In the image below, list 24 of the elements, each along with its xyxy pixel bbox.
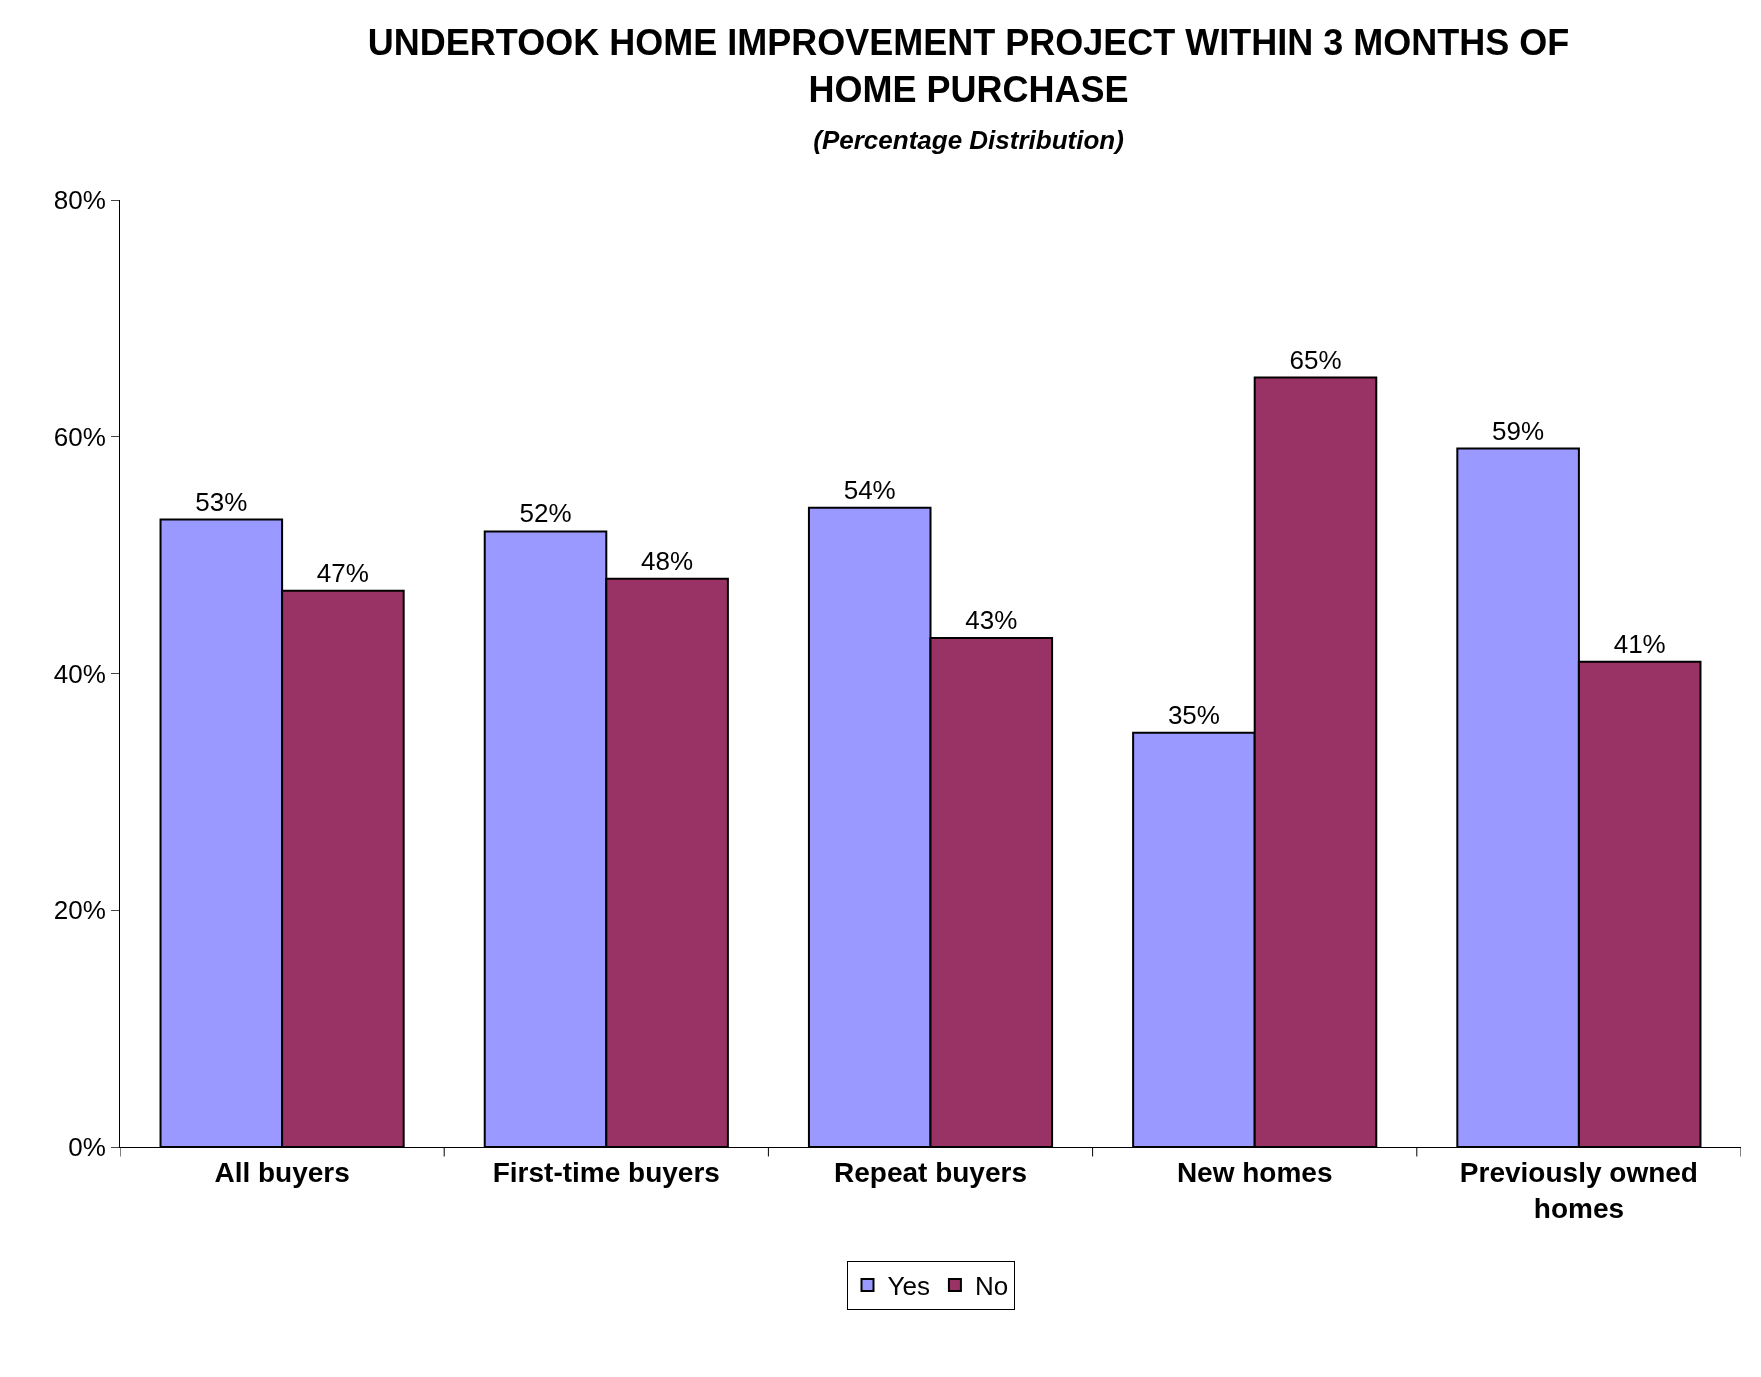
data-label: 54% <box>843 474 896 505</box>
y-tick-label: 20% <box>53 895 106 926</box>
data-label: 47% <box>316 557 369 588</box>
x-tick-label: New homes <box>1176 1156 1333 1188</box>
data-label: 53% <box>195 486 248 517</box>
data-label: 43% <box>965 604 1018 635</box>
x-tick-label: Repeat buyers <box>834 1156 1027 1188</box>
y-tick-label: 80% <box>53 185 106 216</box>
y-tick-label: 40% <box>53 658 106 689</box>
data-label: 41% <box>1613 628 1666 659</box>
data-label: 35% <box>1167 699 1220 730</box>
x-tick-label: First-time buyers <box>492 1156 720 1188</box>
legend-label: Yes <box>887 1271 930 1302</box>
legend-label: No <box>974 1271 1009 1302</box>
y-tick-label: 60% <box>53 421 106 452</box>
data-label: 65% <box>1289 344 1342 375</box>
chart-subtitle: (Percentage Distribution) <box>813 124 1124 155</box>
y-tick-label: 0% <box>68 1132 106 1163</box>
chart-title: UNDERTOOK HOME IMPROVEMENT PROJECT WITHIN 3 MONTHS OF HOME PURCHASE <box>367 22 1570 110</box>
data-label: 48% <box>641 545 694 576</box>
x-tick-label: Previously owned homes <box>1459 1156 1698 1224</box>
data-label: 59% <box>1492 415 1545 446</box>
data-label: 52% <box>519 498 572 529</box>
x-tick-label: All buyers <box>214 1156 350 1188</box>
